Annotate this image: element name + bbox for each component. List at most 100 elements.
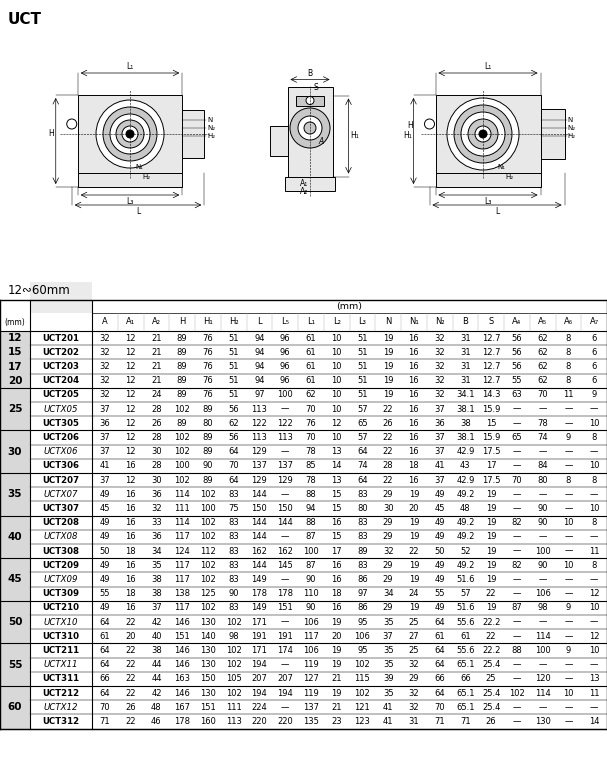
Text: 37: 37: [100, 447, 110, 456]
Text: 23: 23: [331, 717, 342, 726]
Text: 49.2: 49.2: [456, 490, 475, 498]
Text: 11: 11: [589, 546, 599, 556]
Text: 12: 12: [589, 589, 599, 598]
Text: 51: 51: [357, 390, 368, 399]
Text: —: —: [564, 660, 572, 670]
Text: 145: 145: [277, 561, 293, 570]
Text: 25: 25: [486, 674, 497, 683]
Text: 86: 86: [357, 575, 368, 584]
Text: 64: 64: [228, 447, 239, 456]
Text: 83: 83: [228, 519, 239, 527]
Text: 12: 12: [126, 334, 136, 343]
Text: 174: 174: [277, 646, 293, 655]
Text: 38: 38: [151, 575, 161, 584]
Text: —: —: [281, 575, 290, 584]
Text: 129: 129: [251, 475, 267, 485]
Text: 32: 32: [409, 703, 419, 712]
Text: 12: 12: [8, 333, 22, 343]
Text: 89: 89: [203, 475, 213, 485]
Text: 62: 62: [228, 419, 239, 428]
Text: 17: 17: [486, 461, 497, 471]
Text: 90: 90: [537, 561, 548, 570]
Text: 129: 129: [277, 475, 293, 485]
Text: 42: 42: [151, 618, 161, 627]
Text: 10: 10: [589, 419, 599, 428]
Text: 87: 87: [305, 561, 316, 570]
Text: 31: 31: [460, 334, 470, 343]
Text: 178: 178: [251, 589, 267, 598]
Text: UCT205: UCT205: [42, 390, 80, 399]
Text: 61: 61: [305, 334, 316, 343]
Text: 31: 31: [409, 717, 419, 726]
Text: —: —: [564, 546, 572, 556]
Text: —: —: [513, 575, 521, 584]
Text: 87: 87: [512, 604, 522, 612]
Text: 16: 16: [331, 575, 342, 584]
Text: L₂: L₂: [333, 317, 341, 327]
Text: 16: 16: [125, 504, 136, 513]
Text: 117: 117: [174, 575, 190, 584]
Text: 55: 55: [512, 376, 522, 385]
Text: 21: 21: [151, 362, 161, 371]
Text: 191: 191: [251, 632, 267, 641]
Text: 51: 51: [228, 390, 239, 399]
Text: 80: 80: [357, 504, 368, 513]
Circle shape: [304, 122, 316, 134]
Text: 15.9: 15.9: [482, 405, 500, 413]
Text: 100: 100: [174, 461, 190, 471]
Text: 29: 29: [383, 561, 393, 570]
Text: 31: 31: [460, 376, 470, 385]
Text: 19: 19: [486, 604, 497, 612]
Text: —: —: [513, 660, 521, 670]
Text: 88: 88: [305, 519, 316, 527]
Text: 51.6: 51.6: [456, 575, 475, 584]
Text: 65.1: 65.1: [456, 660, 475, 670]
Text: —: —: [538, 703, 547, 712]
Text: 61: 61: [460, 632, 470, 641]
Text: 51: 51: [357, 362, 368, 371]
Bar: [296, 95, 324, 105]
Circle shape: [110, 114, 150, 154]
Text: 8: 8: [591, 475, 597, 485]
Text: 40: 40: [151, 632, 161, 641]
Text: 95: 95: [357, 618, 368, 627]
Text: UCT204: UCT204: [42, 376, 80, 385]
Text: 163: 163: [174, 674, 190, 683]
Text: 20: 20: [8, 375, 22, 385]
Text: 98: 98: [537, 604, 548, 612]
Text: 13: 13: [589, 674, 600, 683]
Text: 94: 94: [306, 504, 316, 513]
Bar: [540, 109, 565, 159]
Text: N: N: [385, 317, 392, 327]
Text: 17: 17: [331, 546, 342, 556]
Text: 36: 36: [151, 533, 161, 541]
Text: 49.2: 49.2: [456, 519, 475, 527]
Text: 22: 22: [486, 632, 497, 641]
Text: —: —: [281, 533, 290, 541]
Text: —: —: [513, 533, 521, 541]
Text: 89: 89: [177, 376, 188, 385]
Text: 89: 89: [177, 419, 188, 428]
Text: 18: 18: [125, 546, 136, 556]
Text: 138: 138: [174, 589, 190, 598]
Text: 35: 35: [8, 489, 22, 499]
Text: UCTX05: UCTX05: [44, 405, 78, 413]
Text: 9: 9: [566, 646, 571, 655]
Text: 78: 78: [305, 475, 316, 485]
Text: —: —: [564, 717, 572, 726]
Text: 102: 102: [226, 646, 242, 655]
Text: 18: 18: [125, 589, 136, 598]
Text: 34.1: 34.1: [456, 390, 475, 399]
Text: 130: 130: [200, 660, 216, 670]
Text: —: —: [564, 632, 572, 641]
Text: 51: 51: [228, 348, 239, 357]
Text: 32: 32: [435, 362, 445, 371]
Text: 194: 194: [277, 689, 293, 697]
Text: (mm): (mm): [5, 317, 25, 327]
Text: —: —: [564, 703, 572, 712]
Circle shape: [67, 119, 76, 129]
Text: 49.2: 49.2: [456, 561, 475, 570]
Text: 29: 29: [383, 490, 393, 498]
Text: 89: 89: [203, 405, 213, 413]
Text: 90: 90: [203, 461, 213, 471]
